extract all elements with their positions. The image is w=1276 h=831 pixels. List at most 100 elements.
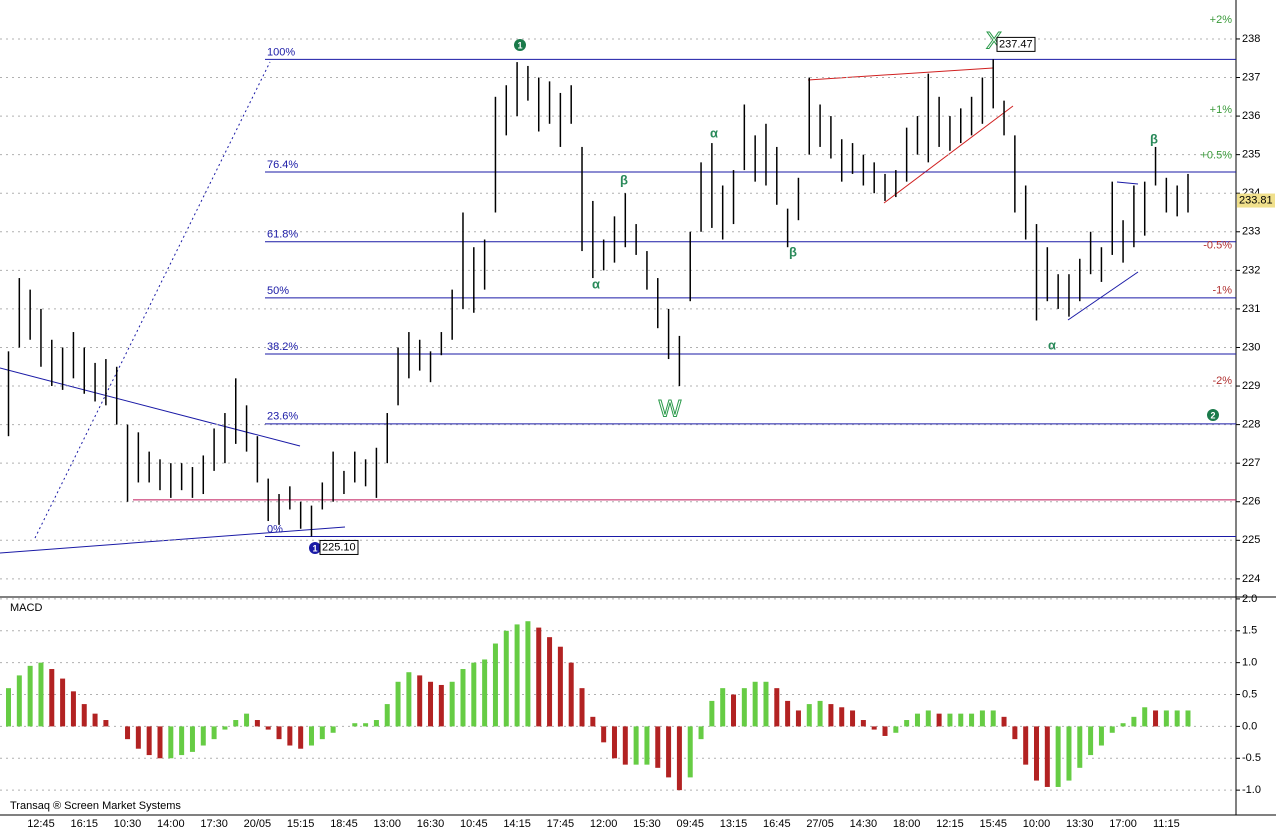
macd-bar bbox=[774, 688, 780, 727]
macd-bar bbox=[958, 713, 964, 727]
macd-bar bbox=[914, 713, 920, 727]
macd-bar bbox=[925, 710, 931, 727]
macd-bar bbox=[287, 726, 293, 746]
macd-bar bbox=[860, 720, 866, 727]
x-tick-label: 10:30 bbox=[114, 818, 142, 830]
macd-bar bbox=[211, 726, 217, 740]
macd-bar bbox=[622, 726, 628, 765]
macd-bar bbox=[103, 720, 109, 727]
y-tick-label: 2.0 bbox=[1242, 593, 1257, 605]
macd-bar bbox=[1001, 716, 1007, 727]
macd-bar bbox=[969, 713, 975, 727]
wave-label: α bbox=[710, 125, 718, 140]
x-tick-label: 15:15 bbox=[287, 818, 315, 830]
macd-bar bbox=[384, 704, 390, 727]
fib-label: 50% bbox=[267, 285, 289, 297]
macd-bar bbox=[233, 720, 239, 727]
macd-bar bbox=[179, 726, 185, 756]
macd-bar bbox=[330, 726, 336, 733]
macd-bar bbox=[579, 688, 585, 727]
macd-bar bbox=[1098, 726, 1104, 746]
x-tick-label: 12:45 bbox=[27, 818, 55, 830]
y-tick-label: 238 bbox=[1242, 33, 1260, 45]
x-tick-label: 12:00 bbox=[590, 818, 618, 830]
macd-bar bbox=[428, 681, 434, 727]
macd-bar bbox=[839, 707, 845, 727]
y-tick-label: 237 bbox=[1242, 71, 1260, 83]
x-tick-label: 16:45 bbox=[763, 818, 791, 830]
fib-label: 0% bbox=[267, 523, 283, 535]
macd-bar bbox=[1034, 726, 1040, 781]
macd-bar bbox=[363, 723, 369, 727]
macd-bar bbox=[352, 723, 358, 727]
macd-bar bbox=[222, 726, 228, 730]
wave-label: α bbox=[592, 276, 600, 291]
x-tick-label: 13:30 bbox=[1066, 818, 1094, 830]
macd-bar bbox=[492, 643, 498, 727]
macd-bar bbox=[471, 662, 477, 727]
macd-bar bbox=[1120, 723, 1126, 727]
price-tag-box bbox=[996, 36, 1036, 52]
x-tick-label: 10:00 bbox=[1023, 818, 1051, 830]
x-tick-label: 14:15 bbox=[503, 818, 531, 830]
y-tick-label: 232 bbox=[1242, 264, 1260, 276]
macd-bar bbox=[709, 700, 715, 727]
macd-bar bbox=[308, 726, 314, 746]
price-tag-box bbox=[319, 539, 359, 555]
x-tick-label: 14:00 bbox=[157, 818, 185, 830]
trend-line bbox=[807, 67, 994, 81]
percent-label: -1% bbox=[1212, 285, 1232, 297]
macd-bar bbox=[1044, 726, 1050, 787]
macd-bar bbox=[135, 726, 141, 749]
macd-bar bbox=[1077, 726, 1083, 768]
macd-bar bbox=[460, 669, 466, 727]
macd-bar bbox=[990, 710, 996, 727]
y-tick-label: 230 bbox=[1242, 341, 1260, 353]
macd-bar bbox=[698, 726, 704, 740]
y-tick-label: 226 bbox=[1242, 496, 1260, 508]
macd-bar bbox=[49, 669, 55, 727]
macd-bar bbox=[795, 710, 801, 727]
wave-marker bbox=[309, 542, 321, 554]
macd-bar bbox=[741, 688, 747, 727]
price-tag-box bbox=[1237, 193, 1275, 208]
macd-bar bbox=[125, 726, 131, 740]
y-tick-label: 224 bbox=[1242, 573, 1260, 585]
x-tick-label: 15:45 bbox=[979, 818, 1007, 830]
x-tick-label: 18:45 bbox=[330, 818, 358, 830]
macd-bar bbox=[244, 713, 250, 727]
percent-label: -2% bbox=[1212, 375, 1232, 387]
macd-bar bbox=[590, 716, 596, 727]
macd-bar bbox=[1055, 726, 1061, 787]
macd-bar bbox=[406, 672, 412, 727]
macd-bar bbox=[1185, 710, 1191, 727]
wave-label: 2 bbox=[1210, 410, 1215, 420]
macd-bar bbox=[1088, 726, 1094, 756]
macd-bar bbox=[1023, 726, 1029, 765]
y-tick-label: 229 bbox=[1242, 380, 1260, 392]
wave-marker bbox=[1207, 409, 1219, 421]
macd-bar bbox=[189, 726, 195, 752]
macd-bar bbox=[81, 704, 87, 727]
x-tick-label: 20/05 bbox=[244, 818, 272, 830]
x-tick-label: 13:15 bbox=[720, 818, 748, 830]
macd-bar bbox=[1174, 710, 1180, 727]
x-tick-label: 27/05 bbox=[806, 818, 834, 830]
macd-bar bbox=[525, 621, 531, 727]
x-tick-label: 17:30 bbox=[200, 818, 228, 830]
macd-bar bbox=[947, 713, 953, 727]
macd-bar bbox=[16, 675, 22, 727]
y-tick-label: 228 bbox=[1242, 419, 1260, 431]
percent-label: +1% bbox=[1210, 104, 1233, 116]
x-tick-label: 17:00 bbox=[1109, 818, 1137, 830]
trend-line bbox=[0, 367, 301, 447]
macd-bar bbox=[752, 681, 758, 727]
macd-bar bbox=[1163, 710, 1169, 727]
wave-label: W bbox=[659, 395, 682, 422]
macd-bar bbox=[514, 624, 520, 727]
x-tick-label: 14:30 bbox=[850, 818, 878, 830]
macd-bar bbox=[92, 713, 98, 727]
macd-bar bbox=[785, 700, 791, 727]
